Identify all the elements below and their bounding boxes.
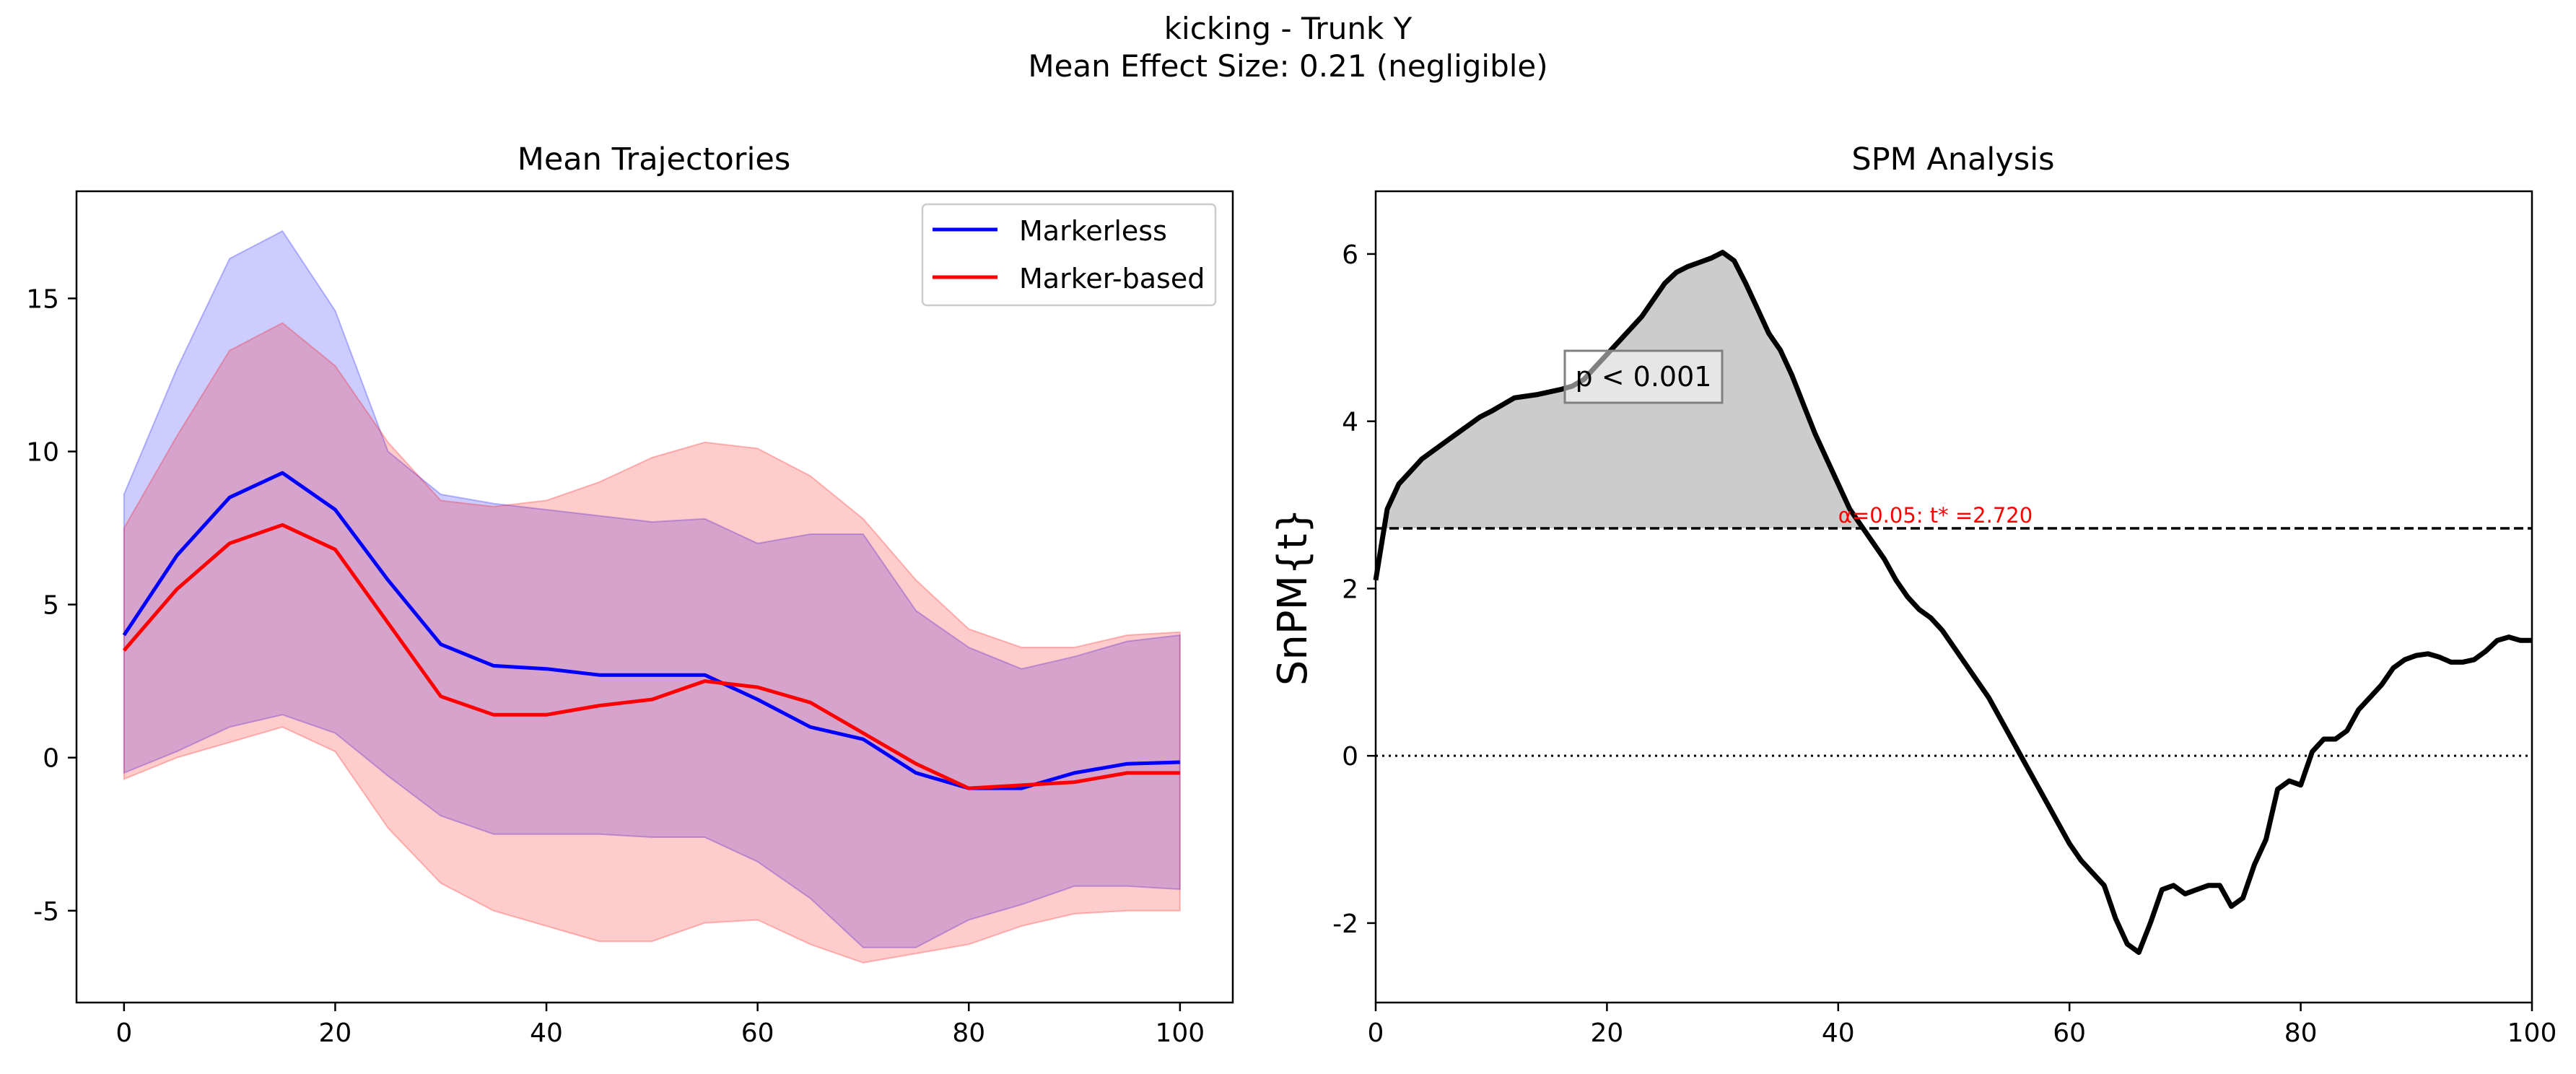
band-marker-based — [123, 322, 1181, 964]
y-tick-label: 5 — [43, 591, 59, 621]
x-tick-label: 20 — [1590, 1018, 1623, 1048]
x-tick-label: 40 — [530, 1018, 563, 1048]
x-tick-label: 0 — [115, 1018, 132, 1048]
y-tick-label: -2 — [1332, 909, 1358, 939]
band-markerless — [123, 230, 1181, 948]
spm-statistic-curve — [1373, 250, 2532, 955]
legend-label-markerless: Markerless — [1019, 215, 1167, 247]
right-plot-frame — [1374, 190, 2533, 1004]
y-tick-label: 6 — [1342, 240, 1358, 270]
left-x-axis-ticks: 0 20 40 60 80 100 — [115, 1003, 1205, 1048]
p-value-label: p < 0.001 — [1576, 361, 1712, 393]
line-markerless — [122, 471, 1180, 790]
legend-label-marker-based: Marker-based — [1019, 263, 1205, 294]
mean-trajectories-chart: Mean Trajectories 0 20 40 60 80 100 -5051015 … — [26, 141, 1234, 1048]
y-tick-label: 2 — [1342, 575, 1358, 604]
x-tick-label: 20 — [319, 1018, 352, 1048]
left-confidence-bands — [123, 230, 1181, 964]
x-tick-label: 80 — [952, 1018, 985, 1048]
right-x-axis-ticks: 0 20 40 60 80 100 — [1368, 1003, 2557, 1048]
right-chart-title: SPM Analysis — [1851, 141, 2054, 178]
left-y-axis-ticks: -5 0 5 10 15 — [26, 284, 77, 927]
y-tick-label: 15 — [26, 284, 59, 314]
figure-title: kicking - Trunk Y Mean Effect Size: 0.21… — [0, 10, 2576, 85]
right-y-axis-label: SnPM{t} — [1270, 508, 1317, 686]
p-value-box — [1563, 349, 1724, 404]
x-tick-label: 60 — [2053, 1018, 2086, 1048]
spm-analysis-chart: SPM Analysis α=0.05: t* =2.720 p < 0.001… — [1270, 141, 2557, 1048]
x-tick-label: 0 — [1368, 1018, 1384, 1048]
x-tick-label: 60 — [741, 1018, 774, 1048]
y-tick-label: 0 — [1342, 742, 1358, 772]
x-tick-label: 80 — [2284, 1018, 2318, 1048]
right-y-axis-ticks: -2 0 2 4 6 — [1332, 240, 1376, 939]
threshold-label: α=0.05: t* =2.720 — [1838, 503, 2033, 528]
y-tick-label: 0 — [43, 744, 59, 774]
x-tick-label: 40 — [1822, 1018, 1855, 1048]
figure-subtitle-line2: Mean Effect Size: 0.21 (negligible) — [1028, 48, 1548, 84]
y-tick-label: 4 — [1342, 408, 1358, 437]
left-chart-title: Mean Trajectories — [518, 141, 791, 178]
left-series-lines — [122, 471, 1180, 790]
cluster-p-value-annotation: p < 0.001 — [1563, 349, 1724, 404]
figure-title-line1: kicking - Trunk Y — [1163, 11, 1413, 46]
line-marker-based — [122, 523, 1180, 790]
y-tick-label: -5 — [33, 897, 59, 927]
x-tick-label: 100 — [1155, 1018, 1205, 1048]
legend: Markerless Marker-based — [921, 203, 1217, 307]
y-tick-label: 10 — [26, 438, 59, 468]
x-tick-label: 100 — [2507, 1018, 2557, 1048]
left-plot-frame — [75, 190, 1234, 1004]
